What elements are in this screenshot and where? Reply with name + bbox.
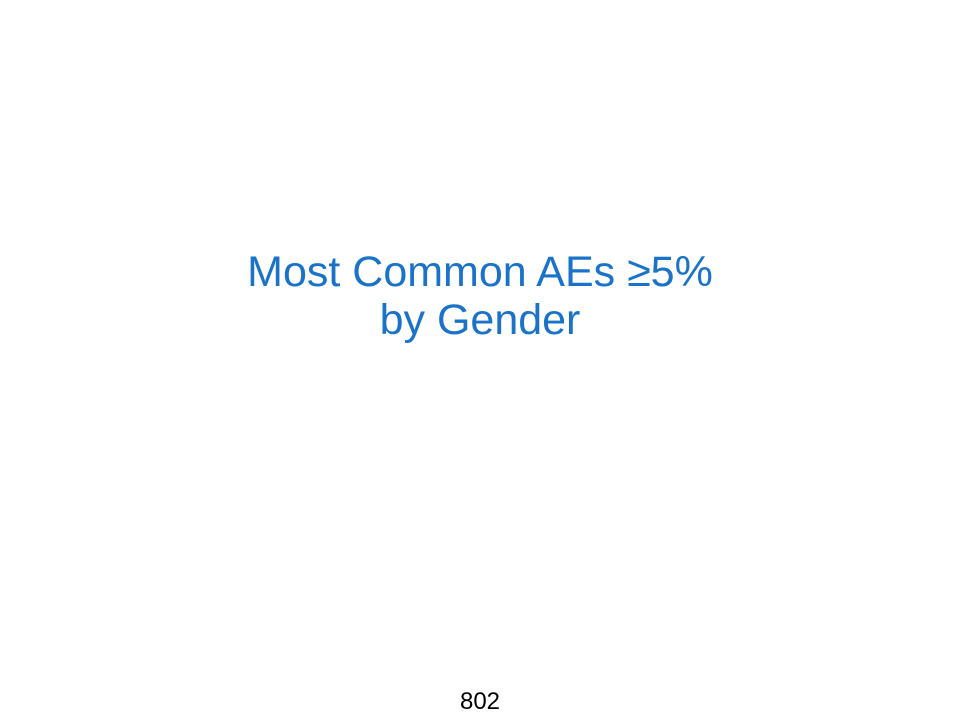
slide-title: Most Common AEs ≥5% by Gender xyxy=(0,248,960,344)
slide-title-line-1: Most Common AEs ≥5% xyxy=(247,248,713,296)
page-number: 802 xyxy=(459,688,501,715)
slide-title-line-2: by Gender xyxy=(379,296,581,344)
